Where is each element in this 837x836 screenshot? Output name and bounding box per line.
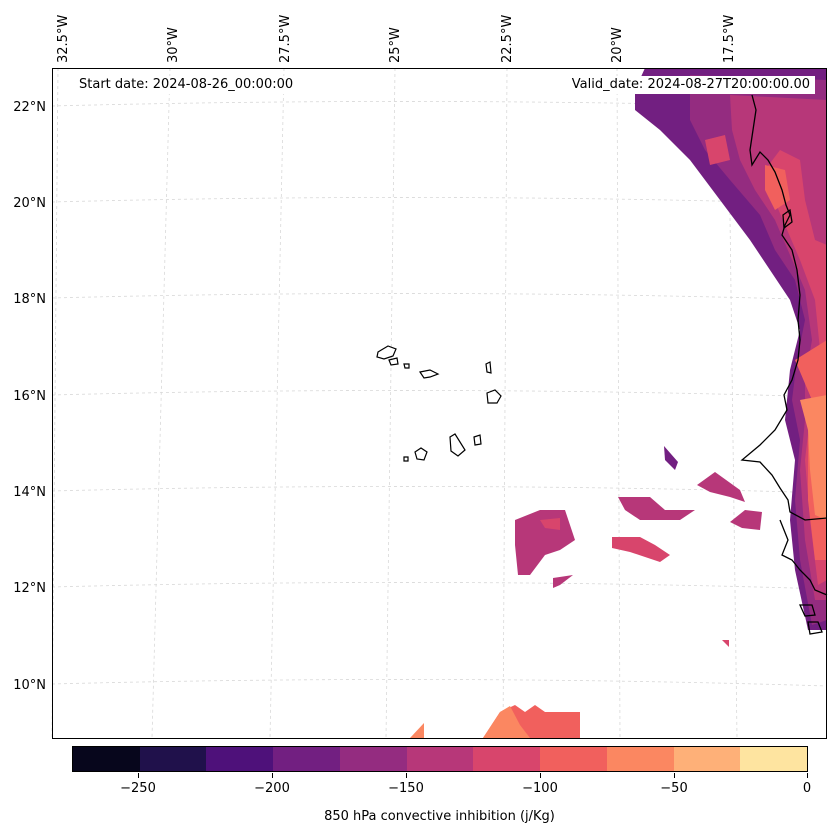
meridian-line bbox=[727, 67, 738, 739]
contour-region-south-inner bbox=[483, 706, 530, 738]
lat-label: 12°N bbox=[13, 581, 46, 596]
meridian-line bbox=[385, 67, 396, 739]
colorbar-tick-label: −50 bbox=[660, 781, 688, 796]
meridian-line bbox=[269, 67, 285, 739]
coastlines bbox=[740, 94, 828, 635]
colorbar-segment bbox=[540, 747, 607, 771]
colorbar-tick-label: 0 bbox=[802, 781, 812, 796]
colorbar-tick-label: −200 bbox=[254, 781, 290, 796]
africa-coastline bbox=[740, 94, 828, 521]
parallel-line bbox=[51, 390, 828, 398]
parallel-line bbox=[51, 293, 828, 301]
colorbar bbox=[72, 746, 808, 772]
parallel-line bbox=[51, 582, 828, 590]
start-date-label: Start date: 2024-08-26_00:00:00 bbox=[74, 76, 299, 94]
lat-label: 20°N bbox=[13, 196, 46, 211]
contour-region-sea-b bbox=[618, 497, 695, 520]
lon-label: 17.5°W bbox=[722, 15, 737, 63]
colorbar-segment bbox=[406, 747, 474, 771]
parallel-line bbox=[51, 101, 828, 109]
colorbar-segment bbox=[473, 747, 541, 771]
lat-label: 16°N bbox=[13, 389, 46, 404]
lat-label: 10°N bbox=[13, 678, 46, 693]
lon-label: 30°W bbox=[166, 27, 181, 63]
lon-label: 25°W bbox=[388, 27, 403, 63]
island-brava bbox=[403, 456, 409, 462]
lat-label: 14°N bbox=[13, 485, 46, 500]
island-santo-antao bbox=[376, 345, 397, 360]
coastline-islet bbox=[782, 208, 793, 230]
parallel-line bbox=[51, 679, 828, 687]
colorbar-tick bbox=[674, 773, 675, 778]
colorbar-tick bbox=[138, 773, 139, 778]
lon-label: 27.5°W bbox=[278, 15, 293, 63]
colorbar-segment bbox=[339, 747, 407, 771]
coastline-islet bbox=[798, 604, 816, 617]
colorbar-segment bbox=[673, 747, 741, 771]
colorbar-segment bbox=[206, 747, 274, 771]
meridian-line bbox=[616, 67, 621, 739]
colorbar-tick bbox=[272, 773, 273, 778]
contour-region-sea-c bbox=[612, 537, 670, 562]
contour-region-sea-d bbox=[697, 472, 745, 502]
lon-label: 20°W bbox=[610, 27, 625, 63]
island-santiago bbox=[449, 433, 466, 457]
lon-label: 32.5°W bbox=[56, 15, 71, 63]
colorbar-tick-label: −100 bbox=[522, 781, 558, 796]
map-frame bbox=[52, 68, 827, 739]
colorbar-label: 850 hPa convective inhibition (j/Kg) bbox=[324, 809, 555, 824]
colorbar-segment bbox=[740, 747, 808, 771]
longitude-labels: 32.5°W 30°W 27.5°W 25°W 22.5°W 20°W 17.5… bbox=[56, 15, 737, 63]
contour-region-sea-h bbox=[722, 640, 729, 647]
cin-contours bbox=[410, 68, 827, 738]
island-santa-luzia bbox=[403, 363, 410, 369]
colorbar-tick bbox=[540, 773, 541, 778]
contour-region-south-small bbox=[410, 723, 424, 738]
colorbar-tick-label: −150 bbox=[388, 781, 424, 796]
contour-region-coast-small bbox=[705, 135, 730, 165]
lat-label: 18°N bbox=[13, 292, 46, 307]
island-sao-vicente bbox=[388, 357, 399, 366]
contour-region-sea-a-inner bbox=[540, 518, 560, 530]
island-sao-nicolau bbox=[419, 369, 440, 379]
contour-region-coast-core bbox=[800, 395, 827, 520]
colorbar-segment bbox=[273, 747, 340, 771]
island-sal bbox=[485, 361, 492, 374]
coastline-islet bbox=[807, 621, 823, 635]
colorbar-tick-label: −250 bbox=[120, 781, 156, 796]
cape-verde-islands bbox=[376, 345, 502, 462]
lon-label: 22.5°W bbox=[500, 15, 515, 63]
contour-region-sea-e bbox=[730, 510, 762, 530]
latitude-labels: 22°N 20°N 18°N 16°N 14°N 12°N 10°N bbox=[13, 100, 46, 693]
colorbar-segment bbox=[139, 747, 207, 771]
island-boa-vista bbox=[486, 389, 502, 404]
colorbar-tick bbox=[807, 773, 808, 778]
island-fogo bbox=[414, 447, 428, 461]
meridian-line bbox=[502, 67, 508, 739]
africa-coastline-south bbox=[779, 519, 828, 596]
contour-region-sea-g bbox=[553, 575, 573, 588]
lat-label: 22°N bbox=[13, 100, 46, 115]
colorbar-segment bbox=[606, 747, 674, 771]
island-maio bbox=[473, 434, 482, 446]
colorbar-tick bbox=[406, 773, 407, 778]
meridian-line bbox=[151, 67, 171, 739]
gridlines bbox=[51, 67, 828, 739]
parallel-line bbox=[51, 486, 828, 494]
valid-date-label: Valid_date: 2024-08-27T20:00:00.00 bbox=[566, 76, 815, 94]
colorbar-segment bbox=[73, 747, 140, 771]
contour-region-sea-f bbox=[664, 446, 678, 470]
parallel-line bbox=[51, 197, 828, 205]
